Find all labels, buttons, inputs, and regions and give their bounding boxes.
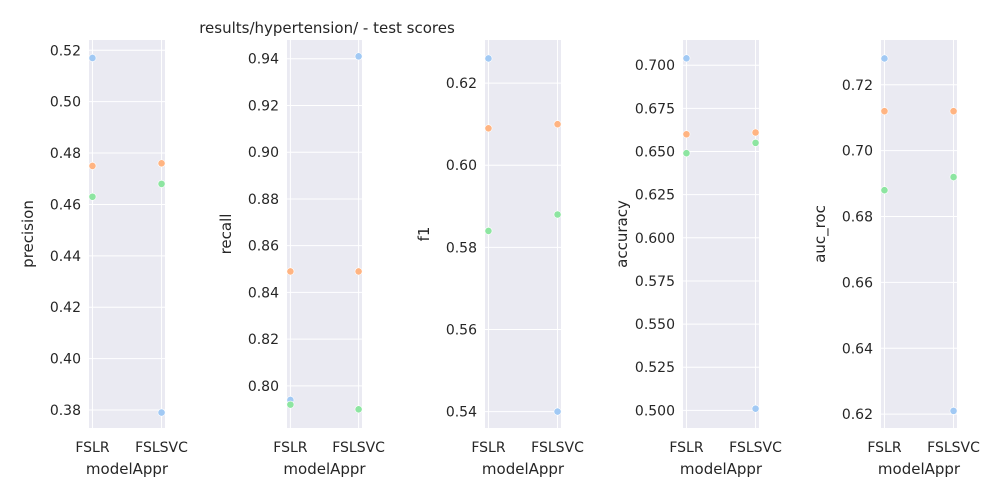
data-point xyxy=(682,130,691,139)
data-point xyxy=(484,227,493,235)
data-point xyxy=(484,54,493,63)
x-tick-label: FSLR xyxy=(867,440,901,456)
data-point xyxy=(751,128,760,137)
data-point xyxy=(354,267,363,276)
x-tick-label: FSLR xyxy=(471,440,505,456)
data-point xyxy=(157,179,166,188)
y-tick-label: 0.650 xyxy=(635,144,675,160)
y-tick-label: 0.48 xyxy=(50,146,81,162)
subplot-auc_roc: 0.62 0.64 0.66 0.68 0.70 0.72 FSLR FSLSVC modelA… xyxy=(811,40,980,478)
y-tick-label: 0.72 xyxy=(842,78,873,94)
data-point xyxy=(682,149,691,158)
y-tick-label: 0.52 xyxy=(50,43,81,59)
y-axis-label: auc_roc xyxy=(811,205,830,263)
y-tick-label: 0.675 xyxy=(635,101,675,117)
x-tick-label: FSLSVC xyxy=(729,440,782,456)
y-tick-label: 0.62 xyxy=(446,76,477,92)
figure-title: results/hypertension/ - test scores xyxy=(199,19,455,37)
y-tick-label: 0.40 xyxy=(50,352,81,368)
y-axis-label: precision xyxy=(19,200,37,268)
x-axis-label: modelAppr xyxy=(878,460,961,478)
y-axis-label: f1 xyxy=(415,227,433,242)
data-point xyxy=(880,54,889,63)
data-point xyxy=(949,173,958,181)
y-tick-label: 0.525 xyxy=(635,360,675,376)
y-tick-label: 0.64 xyxy=(842,341,873,357)
y-tick-label: 0.42 xyxy=(50,300,81,316)
y-tick-label: 0.575 xyxy=(635,274,675,290)
y-tick-label: 0.58 xyxy=(446,240,477,256)
x-tick-label: FSLR xyxy=(273,440,307,456)
x-axis-label: modelAppr xyxy=(482,460,565,478)
plot-area xyxy=(485,40,561,428)
subplot-accuracy: 0.500 0.525 0.550 0.575 0.600 0.625 0.650 0.675… xyxy=(613,40,782,478)
data-point xyxy=(354,405,363,414)
data-point xyxy=(880,186,889,195)
y-axis-label: recall xyxy=(217,214,235,255)
y-tick-label: 0.62 xyxy=(842,407,873,423)
plot-area xyxy=(683,40,759,428)
y-tick-label: 0.54 xyxy=(446,405,477,421)
plot-area xyxy=(881,40,957,428)
data-point xyxy=(88,192,97,201)
data-point xyxy=(553,120,562,129)
x-axis-label: modelAppr xyxy=(283,460,366,478)
data-point xyxy=(553,407,562,416)
data-point xyxy=(88,162,97,170)
plot-area xyxy=(89,40,165,428)
data-point xyxy=(880,107,889,116)
y-tick-label: 0.68 xyxy=(842,210,873,226)
data-point xyxy=(949,406,958,415)
data-point xyxy=(88,54,97,62)
y-tick-label: 0.60 xyxy=(446,158,477,174)
y-tick-label: 0.38 xyxy=(50,403,81,419)
data-point xyxy=(286,400,295,409)
y-tick-label: 0.50 xyxy=(50,95,81,111)
y-tick-label: 0.44 xyxy=(50,249,81,265)
data-point xyxy=(751,138,760,147)
data-point xyxy=(354,52,363,61)
x-tick-label: FSLSVC xyxy=(531,440,584,456)
y-tick-label: 0.500 xyxy=(635,403,675,419)
y-tick-label: 0.56 xyxy=(446,322,477,338)
y-tick-label: 0.70 xyxy=(842,144,873,160)
y-tick-label: 0.66 xyxy=(842,275,873,291)
x-tick-label: FSLSVC xyxy=(332,440,385,456)
data-point xyxy=(553,210,562,219)
y-tick-label: 0.625 xyxy=(635,188,675,204)
x-tick-label: FSLR xyxy=(669,440,703,456)
plot-area xyxy=(287,40,362,428)
y-tick-label: 0.88 xyxy=(248,192,279,208)
y-tick-label: 0.600 xyxy=(635,231,675,247)
subplot-precision: 0.38 0.40 0.42 0.44 0.46 0.48 0.50 0.52 FSLR FSLS… xyxy=(19,40,188,478)
data-point xyxy=(751,404,760,413)
y-tick-label: 0.700 xyxy=(635,58,675,74)
y-tick-label: 0.94 xyxy=(248,52,279,68)
y-tick-label: 0.84 xyxy=(248,285,279,301)
data-point xyxy=(949,107,958,116)
y-tick-label: 0.92 xyxy=(248,98,279,114)
y-tick-label: 0.90 xyxy=(248,145,279,161)
subplot-recall: 0.80 0.82 0.84 0.86 0.88 0.90 0.92 0.94 FSLR FSLS… xyxy=(217,40,385,478)
data-point xyxy=(157,159,166,168)
subplot-panels: 0.38 0.40 0.42 0.44 0.46 0.48 0.50 0.52 FSLR FSLS… xyxy=(19,40,980,478)
x-tick-label: FSLSVC xyxy=(927,440,980,456)
x-axis-label: modelAppr xyxy=(680,460,763,478)
y-tick-label: 0.86 xyxy=(248,239,279,255)
y-tick-label: 0.46 xyxy=(50,197,81,213)
data-point xyxy=(157,408,166,417)
y-tick-label: 0.550 xyxy=(635,317,675,333)
y-axis-label: accuracy xyxy=(613,200,631,268)
data-point xyxy=(484,124,493,133)
x-tick-label: FSLR xyxy=(75,440,109,456)
x-tick-label: FSLSVC xyxy=(135,440,188,456)
subplot-f1: 0.54 0.56 0.58 0.60 0.62 FSLR FSLSVC modelAppr f… xyxy=(415,40,584,478)
y-tick-label: 0.82 xyxy=(248,332,279,348)
data-point xyxy=(286,267,295,276)
x-axis-label: modelAppr xyxy=(86,460,169,478)
data-point xyxy=(682,54,691,63)
y-tick-label: 0.80 xyxy=(248,379,279,395)
